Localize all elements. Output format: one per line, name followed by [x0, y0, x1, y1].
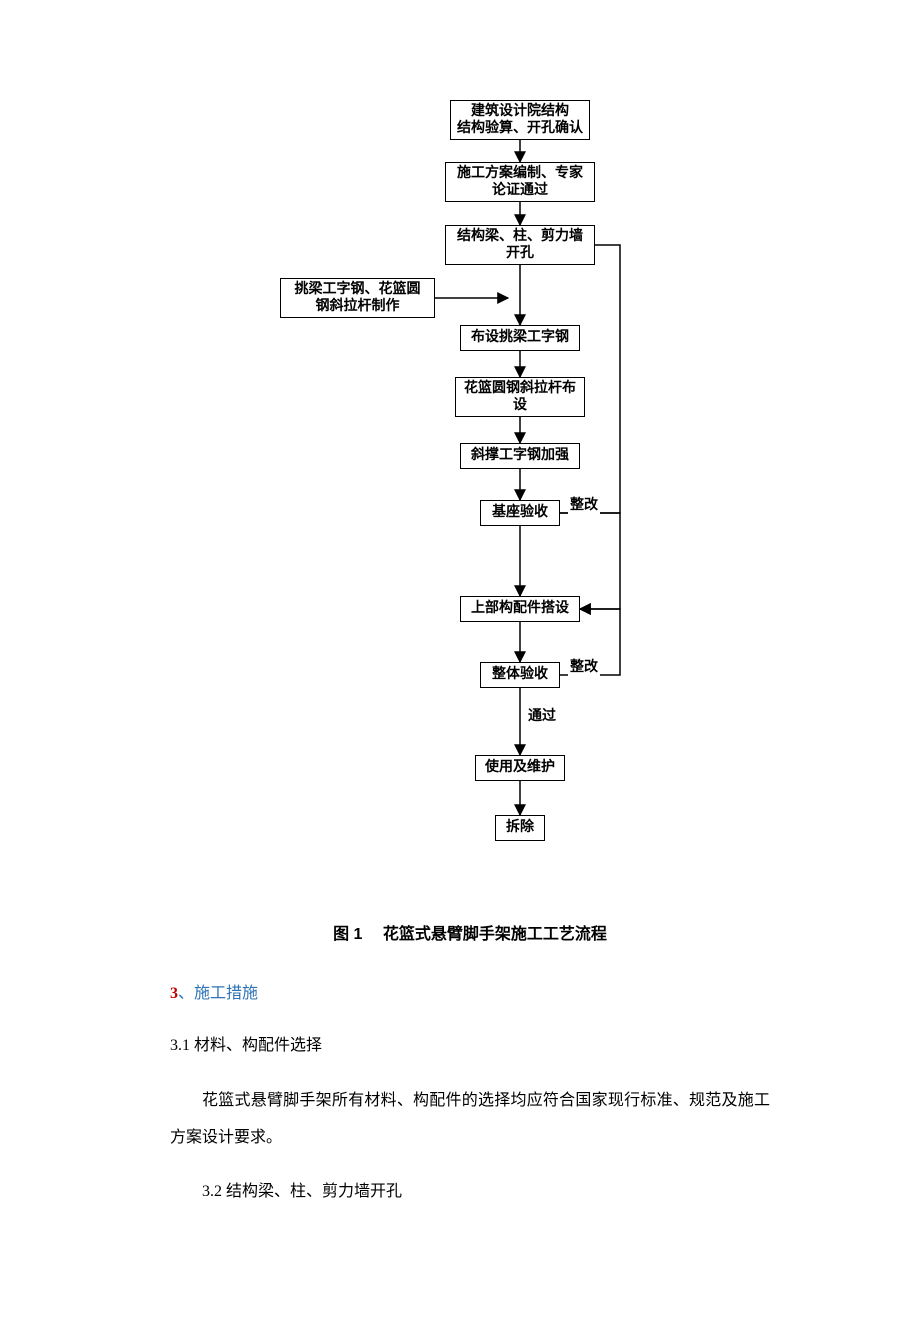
- flow-node-n4: 挑梁工字钢、花篮圆钢斜拉杆制作: [280, 278, 435, 318]
- flow-node-n3: 结构梁、柱、剪力墙开孔: [445, 225, 595, 265]
- figure-caption: 图 1 花篮式悬臂脚手架施工工艺流程: [170, 920, 770, 944]
- section-title: 施工措施: [194, 985, 258, 1002]
- flow-node-n5: 布设挑梁工字钢: [460, 325, 580, 351]
- flow-node-n12: 拆除: [495, 815, 545, 841]
- para-3-1-title: 3.1 材料、构配件选择: [170, 1028, 770, 1065]
- section-number: 3: [170, 985, 178, 1002]
- edge-label-2: 通过: [526, 705, 558, 725]
- flow-node-n6: 花篮圆钢斜拉杆布设: [455, 377, 585, 417]
- section-sep: 、: [178, 985, 194, 1002]
- para-3-1-body: 花篮式悬臂脚手架所有材料、构配件的选择均应符合国家现行标准、规范及施工方案设计要…: [170, 1083, 770, 1157]
- flow-node-n8: 基座验收: [480, 500, 560, 526]
- flow-node-n9: 上部构配件搭设: [460, 596, 580, 622]
- flow-node-n7: 斜撑工字钢加强: [460, 443, 580, 469]
- edge-label-1: 整改: [568, 656, 600, 676]
- flow-node-n1: 建筑设计院结构结构验算、开孔确认: [450, 100, 590, 140]
- flow-node-n11: 使用及维护: [475, 755, 565, 781]
- flow-node-n2: 施工方案编制、专家论证通过: [445, 162, 595, 202]
- flow-arrows: [260, 100, 680, 880]
- flow-node-n10: 整体验收: [480, 662, 560, 688]
- section-3-heading: 3、施工措施: [170, 979, 770, 1003]
- edge-label-0: 整改: [568, 494, 600, 514]
- arrow-12: [560, 513, 620, 609]
- flowchart: 建筑设计院结构结构验算、开孔确认施工方案编制、专家论证通过结构梁、柱、剪力墙开孔…: [260, 100, 680, 880]
- para-3-2-title: 3.2 结构梁、柱、剪力墙开孔: [170, 1174, 770, 1211]
